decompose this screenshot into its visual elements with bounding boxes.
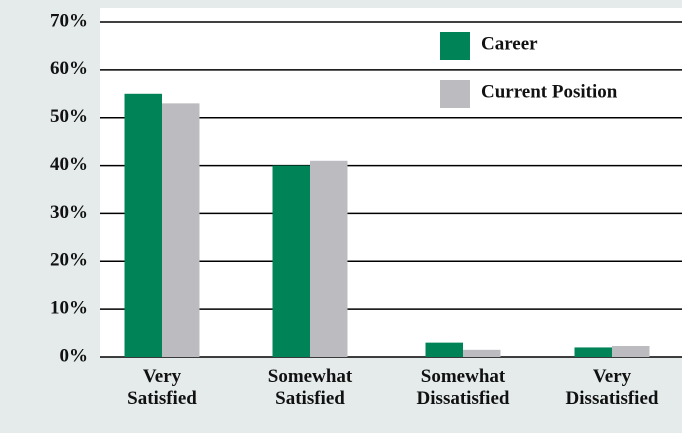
legend-swatch [440, 32, 470, 60]
x-tick-label: Very Dissatisfied [565, 366, 659, 409]
bar [574, 347, 612, 357]
y-tick-label: 10% [50, 298, 88, 319]
y-tick-label: 60% [50, 58, 88, 79]
y-tick-label: 20% [50, 250, 88, 271]
bar [124, 93, 162, 358]
x-tick-label: Very Satisfied [127, 366, 197, 409]
bar [425, 342, 463, 357]
bar [612, 345, 650, 357]
x-tick-label: Somewhat Dissatisfied [416, 366, 510, 409]
y-tick-label: 40% [50, 154, 88, 175]
bar [310, 160, 348, 357]
bar [463, 349, 501, 357]
y-tick-label: 50% [50, 106, 88, 127]
legend-label: Career [481, 33, 538, 54]
legend-swatch [440, 80, 470, 108]
legend-label: Current Position [481, 81, 618, 102]
x-tick-label: Somewhat Satisfied [267, 366, 353, 409]
bar [162, 103, 200, 357]
y-tick-label: 70% [50, 10, 88, 31]
y-tick-label: 30% [50, 202, 88, 223]
y-tick-label: 0% [60, 345, 89, 366]
bar [272, 165, 310, 357]
